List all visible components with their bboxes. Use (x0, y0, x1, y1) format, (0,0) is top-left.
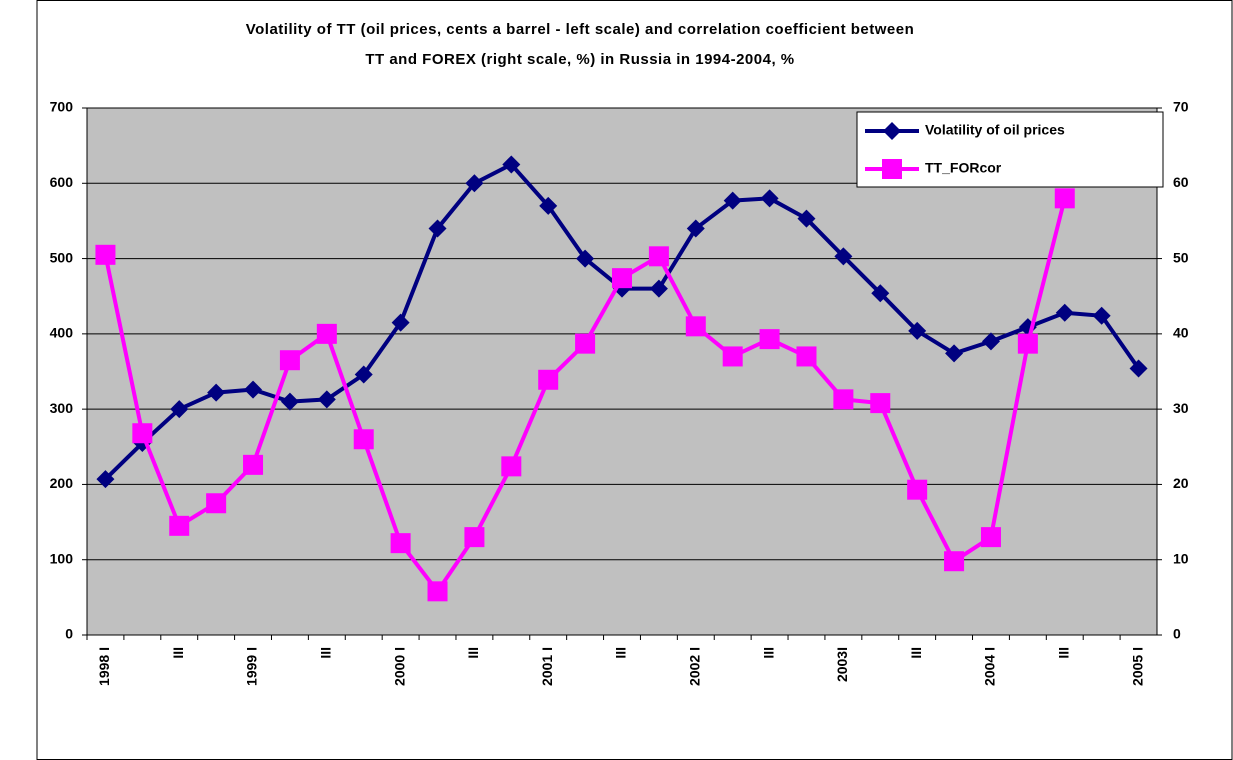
point (317, 390, 336, 409)
point (1054, 188, 1075, 209)
legend (856, 111, 1164, 188)
point (1092, 306, 1111, 325)
point (502, 155, 521, 174)
x-tick-label: 2000 I (391, 647, 407, 686)
x-tick-label: 1999 I (244, 647, 260, 686)
point (538, 369, 559, 390)
point (280, 392, 299, 411)
point (797, 209, 816, 228)
legend-label: TT_FORcor (925, 160, 1002, 176)
y-tick-label: 300 (50, 400, 74, 416)
point (883, 122, 901, 140)
point (464, 527, 485, 548)
y2-tick-label: 50 (1173, 249, 1189, 265)
point (944, 551, 965, 572)
point (945, 344, 964, 363)
point (243, 454, 264, 475)
point (539, 196, 558, 215)
chart-title: TT and FOREX (right scale, %) in Russia … (365, 51, 794, 68)
x-tick-label: III (908, 647, 924, 659)
point (96, 470, 115, 489)
point (648, 246, 669, 267)
point (908, 321, 927, 340)
x-tick-label: III (465, 647, 481, 659)
x-tick-label: 1998 I (96, 647, 112, 686)
point (882, 159, 902, 179)
y-tick-label: 400 (50, 325, 74, 341)
x-tick-label: 2003I (834, 647, 850, 682)
y2-tick-label: 30 (1173, 400, 1189, 416)
y2-tick-label: 10 (1173, 550, 1189, 566)
point (759, 329, 780, 350)
point (981, 332, 1000, 351)
x-tick-label: III (1055, 647, 1071, 659)
point (796, 346, 817, 367)
x-tick-label: 2005 I (1129, 647, 1145, 686)
x-tick-label: III (170, 647, 186, 659)
point (316, 323, 337, 344)
point (207, 383, 226, 402)
point (132, 423, 153, 444)
point (612, 268, 632, 289)
y-tick-label: 0 (65, 626, 73, 642)
point (427, 581, 448, 602)
point (722, 346, 743, 367)
point (723, 191, 742, 210)
point (649, 279, 668, 298)
point (465, 174, 484, 193)
point (391, 313, 410, 332)
x-tick-label: 2001 I (539, 647, 555, 686)
y-tick-label: 500 (50, 249, 74, 265)
x-tick-label: III (318, 647, 334, 659)
point (170, 400, 189, 419)
point (1055, 303, 1074, 322)
y2-tick-label: 60 (1173, 174, 1189, 190)
x-tick-label: 2002 I (686, 647, 702, 686)
point (244, 380, 263, 399)
y-tick-label: 600 (50, 174, 74, 190)
y2-tick-label: 70 (1173, 99, 1189, 115)
point (760, 189, 779, 208)
point (833, 389, 854, 410)
point (834, 247, 853, 266)
chart-title: Volatility of TT (oil prices, cents a ba… (246, 21, 915, 38)
point (1017, 333, 1038, 354)
legend-label: Volatility of oil prices (925, 122, 1065, 138)
point (907, 479, 928, 500)
point (871, 284, 890, 303)
point (870, 393, 891, 414)
point (353, 429, 374, 450)
x-tick-label: III (760, 647, 776, 659)
point (206, 493, 227, 514)
y2-tick-label: 0 (1173, 626, 1181, 642)
point (685, 316, 706, 337)
point (575, 333, 596, 354)
point (354, 365, 373, 384)
point (980, 527, 1001, 548)
point (390, 533, 411, 554)
point (428, 219, 447, 238)
point (279, 350, 300, 371)
point (576, 249, 595, 268)
y-tick-label: 100 (50, 550, 74, 566)
x-tick-label: III (613, 647, 629, 659)
x-tick-label: 2004 I (982, 647, 998, 686)
y2-tick-label: 40 (1173, 325, 1189, 341)
y2-tick-label: 20 (1173, 475, 1189, 491)
point (501, 456, 522, 477)
point (169, 515, 190, 536)
y-tick-label: 700 (50, 99, 74, 115)
point (1129, 359, 1148, 378)
point (686, 219, 705, 238)
y-tick-label: 200 (50, 475, 74, 491)
point (95, 244, 116, 265)
